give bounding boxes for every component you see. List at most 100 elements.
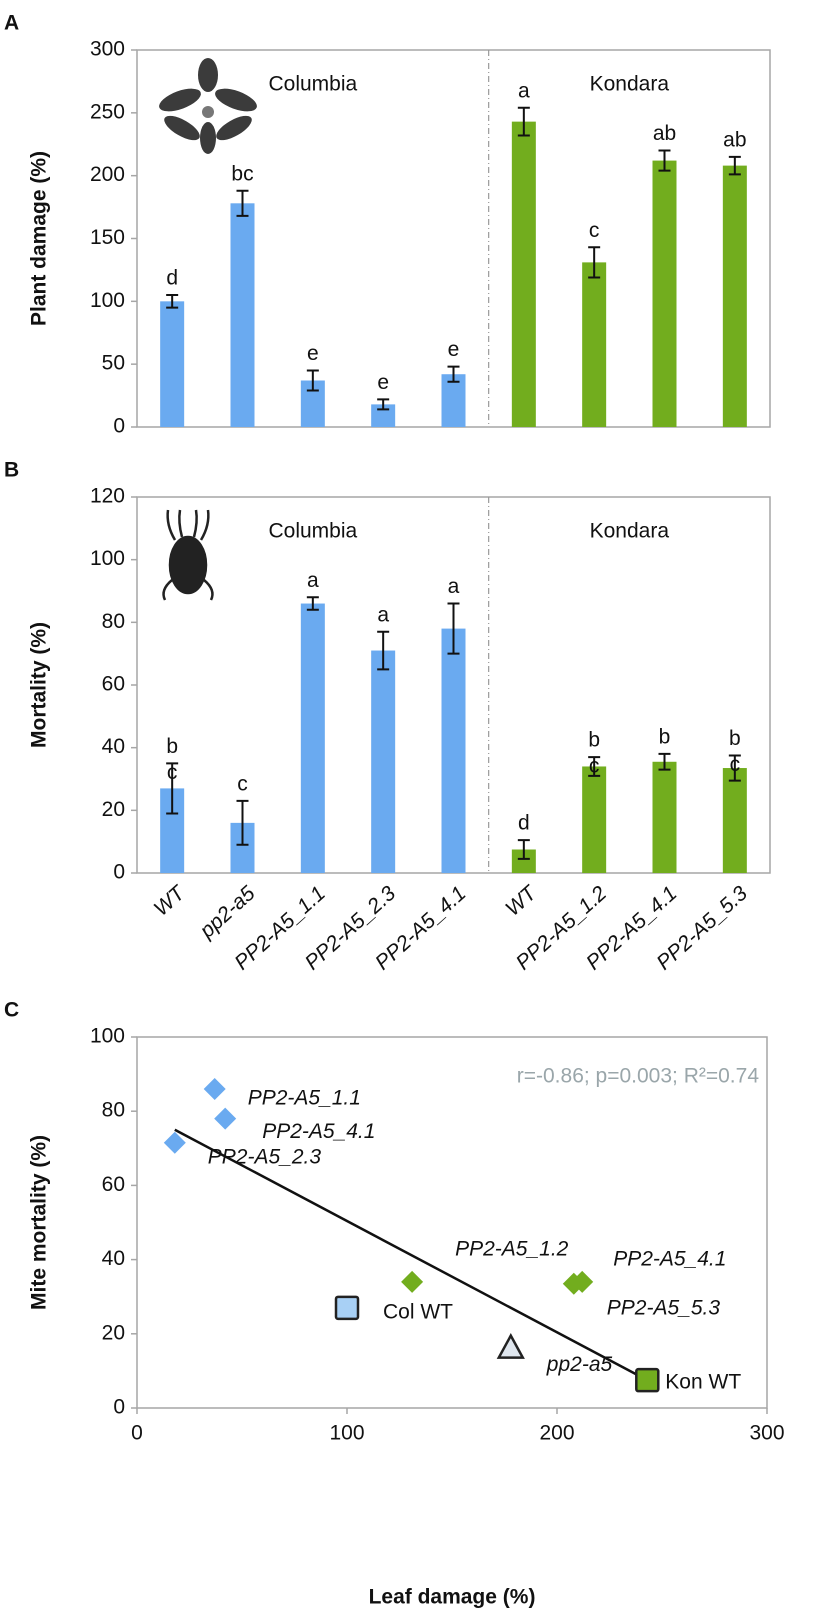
- y-tick-label: 300: [90, 38, 125, 61]
- y-tick-label: 120: [90, 485, 125, 508]
- point: [401, 1270, 424, 1293]
- x-tick-label: pp2-a5: [195, 882, 260, 944]
- group-label: Kondara: [590, 520, 670, 543]
- point: [214, 1107, 237, 1130]
- error-bar: [447, 365, 460, 383]
- error-bar: [377, 630, 390, 671]
- error-bar: [306, 596, 319, 611]
- y-tick-label: 100: [90, 1025, 125, 1048]
- point-label: PP2-A5_4.1: [262, 1120, 375, 1143]
- significance-letter: b: [659, 725, 671, 748]
- significance-letter: c: [167, 761, 178, 784]
- y-tick-label: 0: [113, 415, 125, 438]
- error-bar: [447, 602, 460, 655]
- point: [496, 1333, 525, 1359]
- point-label: pp2-a5: [546, 1353, 613, 1376]
- significance-letter: c: [237, 772, 248, 795]
- panel-label: B: [4, 459, 19, 482]
- y-tick-label: 0: [113, 1396, 125, 1419]
- bar: [652, 160, 677, 427]
- significance-letter: a: [377, 603, 389, 626]
- error-bar: [166, 762, 179, 815]
- y-tick-label: 40: [102, 1247, 125, 1270]
- significance-letter: b: [166, 735, 178, 758]
- point: [635, 1367, 660, 1393]
- bar: [300, 603, 325, 873]
- significance-letter: a: [518, 79, 530, 102]
- y-tick-label: 150: [90, 226, 125, 249]
- trendline: [174, 1128, 648, 1382]
- point: [163, 1131, 186, 1154]
- point: [562, 1272, 585, 1295]
- y-axis-title: Mortality (%): [28, 622, 51, 748]
- bar: [441, 374, 466, 427]
- significance-letter: b: [729, 727, 741, 750]
- annotation: r=-0.86; p=0.003; R²=0.74: [517, 1065, 760, 1088]
- y-tick-label: 80: [102, 1099, 125, 1122]
- error-bar: [517, 839, 530, 860]
- error-bar: [728, 155, 741, 176]
- significance-letter: b: [588, 729, 600, 752]
- point-label: PP2-A5_1.1: [248, 1086, 361, 1109]
- bar: [511, 849, 536, 873]
- error-bar: [517, 106, 530, 137]
- significance-letter: c: [589, 219, 600, 242]
- y-tick-label: 250: [90, 100, 125, 123]
- y-tick-label: 100: [90, 547, 125, 570]
- group-label: Kondara: [590, 73, 670, 96]
- significance-letter: bc: [231, 162, 253, 185]
- error-bar: [588, 246, 601, 279]
- bar: [441, 628, 466, 873]
- y-tick-label: 60: [102, 1173, 125, 1196]
- plot-frame: [136, 1036, 768, 1409]
- error-bar: [377, 398, 390, 411]
- point-label: PP2-A5_5.3: [607, 1296, 721, 1319]
- significance-letter: ab: [653, 122, 676, 145]
- error-bar: [588, 756, 601, 777]
- y-tick-label: 100: [90, 289, 125, 312]
- panel-label: A: [4, 12, 19, 35]
- y-axis-title: Mite mortality (%): [28, 1135, 51, 1310]
- y-tick-label: 20: [102, 1321, 125, 1344]
- bar: [582, 766, 607, 873]
- point-label: Col WT: [383, 1300, 453, 1323]
- point: [334, 1295, 360, 1321]
- point-label: PP2-A5_1.2: [455, 1237, 569, 1260]
- significance-letter: a: [307, 569, 319, 592]
- bar: [371, 650, 396, 873]
- y-tick-label: 20: [102, 798, 125, 821]
- group-label: Columbia: [268, 520, 357, 543]
- significance-letter: e: [307, 342, 319, 365]
- y-tick-label: 60: [102, 673, 125, 696]
- bar: [582, 262, 607, 427]
- significance-letter: e: [377, 371, 389, 394]
- bar: [230, 203, 255, 427]
- significance-letter: c: [730, 753, 741, 776]
- point-label: PP2-A5_2.3: [208, 1145, 322, 1168]
- y-tick-label: 40: [102, 735, 125, 758]
- x-tick-label: 300: [749, 1422, 784, 1445]
- point-label: PP2-A5_4.1: [613, 1247, 726, 1270]
- x-tick-label: WT: [150, 880, 191, 920]
- y-tick-label: 80: [102, 610, 125, 633]
- panel-label: C: [4, 999, 19, 1022]
- error-bar: [658, 149, 671, 172]
- significance-letter: ab: [723, 128, 746, 151]
- x-axis-title: Leaf damage (%): [369, 1586, 536, 1609]
- point: [203, 1077, 226, 1100]
- bar: [160, 301, 185, 427]
- y-tick-label: 50: [102, 352, 125, 375]
- bar: [652, 761, 677, 873]
- error-bar: [236, 799, 249, 846]
- significance-letter: d: [518, 812, 530, 835]
- error-bar: [166, 294, 179, 309]
- significance-letter: a: [448, 575, 460, 598]
- bar: [722, 768, 747, 873]
- y-tick-label: 200: [90, 163, 125, 186]
- bar: [722, 165, 747, 427]
- error-bar: [236, 189, 249, 217]
- significance-letter: e: [448, 338, 460, 361]
- significance-letter: c: [589, 755, 600, 778]
